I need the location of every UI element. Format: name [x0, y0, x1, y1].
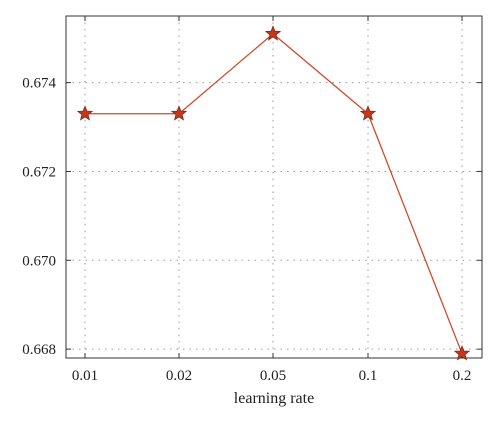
grid-layer [66, 16, 482, 358]
y-tick-label: 0.674 [22, 76, 56, 92]
star-marker [453, 344, 471, 361]
y-tick-label: 0.672 [22, 164, 56, 180]
x-tick-label: 0.01 [72, 368, 98, 384]
star-marker [359, 105, 377, 121]
x-tick-label: 0.2 [453, 368, 472, 384]
y-tick-label: 0.668 [22, 342, 56, 358]
star-marker [264, 25, 282, 41]
series-layer [76, 25, 471, 361]
ticks-layer: 0.01 0.02 0.05 0.1 0.2 0.668 0.670 0.672 0.674 [22, 16, 482, 384]
plot-frame [65, 15, 483, 359]
y-tick-label: 0.670 [22, 253, 56, 269]
star-marker [76, 105, 94, 121]
x-tick-label: 0.1 [359, 368, 378, 384]
x-tick-label: 0.02 [166, 368, 192, 384]
x-axis-title: learning rate [234, 390, 314, 407]
star-marker [170, 105, 188, 121]
x-tick-label: 0.05 [260, 368, 286, 384]
